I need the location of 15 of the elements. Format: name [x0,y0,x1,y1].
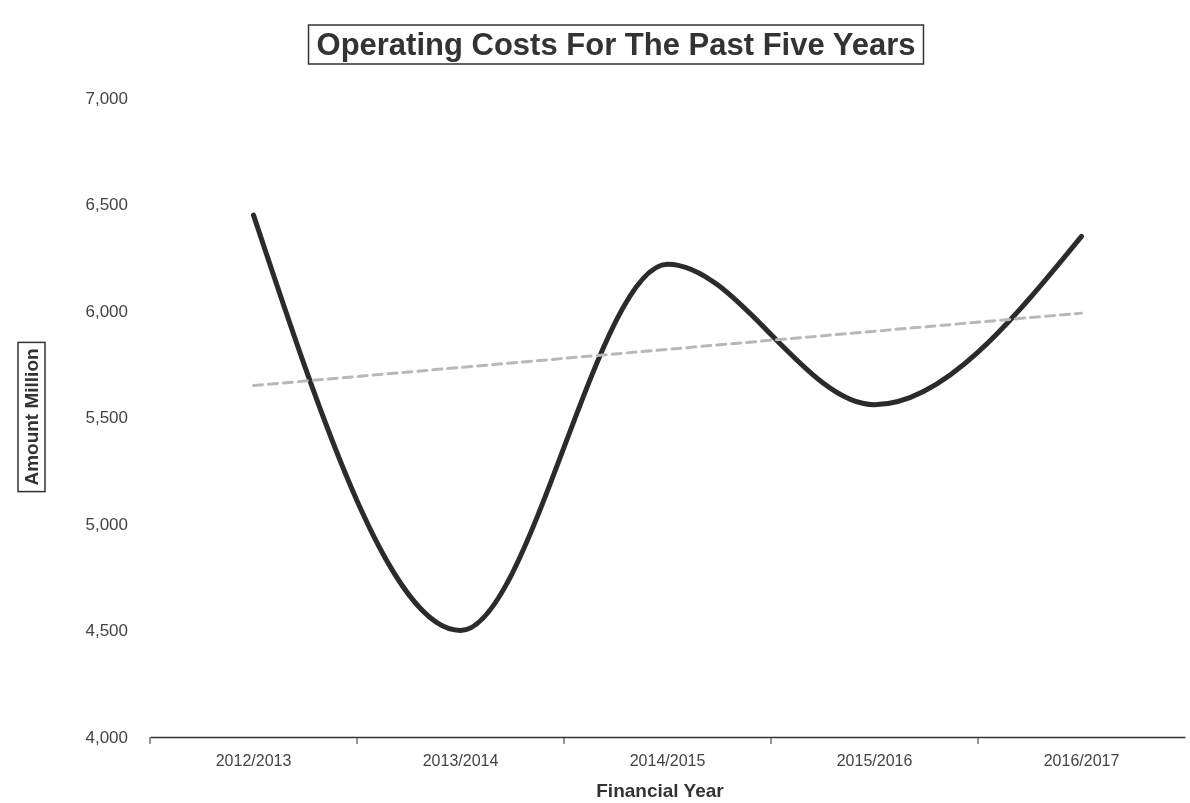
y-tick-label: 4,500 [85,621,128,641]
y-tick-label: 6,000 [85,301,128,321]
y-tick-label: 5,500 [85,408,128,428]
y-axis-title: Amount Million [21,348,42,486]
y-tick-label: 4,000 [85,727,128,747]
x-tick-label: 2016/2017 [1043,752,1120,770]
y-tick-label: 5,000 [85,514,128,534]
x-tick-label: 2013/2014 [422,752,499,770]
x-tick-label: 2015/2016 [836,752,913,770]
x-axis-title: Financial Year [596,780,725,801]
y-tick-label: 7,000 [85,88,128,108]
x-tick-label: 2014/2015 [629,752,706,770]
chart-title: Operating Costs For The Past Five Years [316,27,916,62]
y-tick-label: 6,500 [85,195,128,215]
x-tick-label: 2012/2013 [215,752,292,770]
